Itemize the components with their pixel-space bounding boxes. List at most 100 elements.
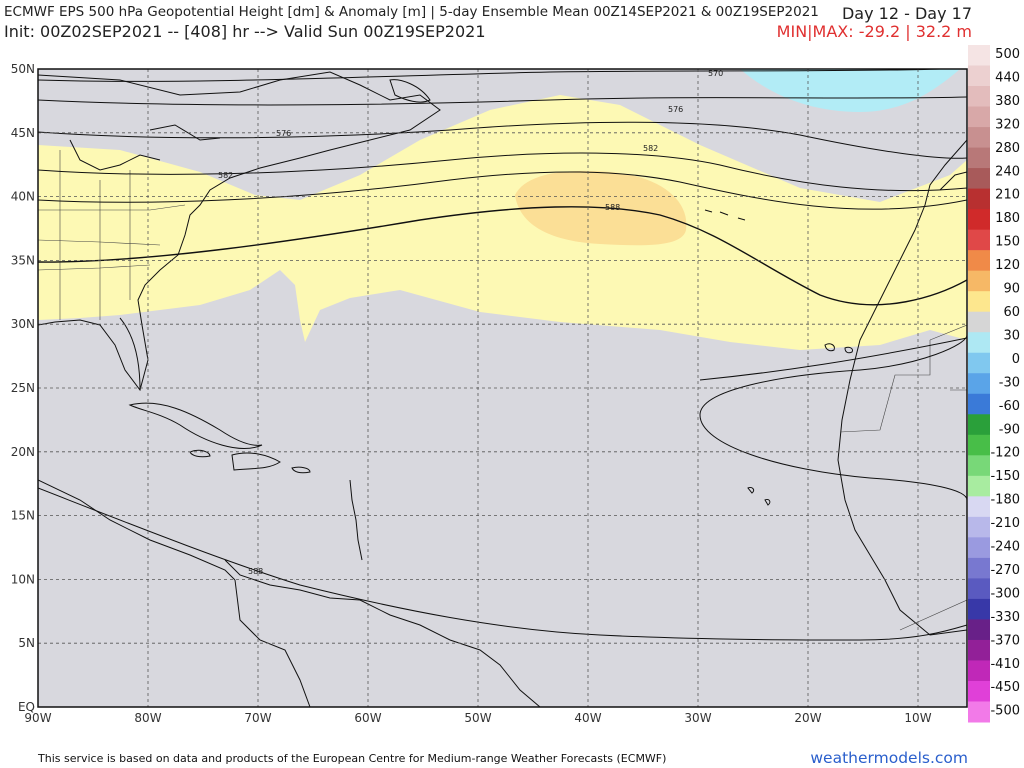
lon-label: 60W (354, 711, 381, 725)
colorbar-label: -410 (990, 657, 1020, 672)
colorbar: 500 440 380 320 280 240 210 180 150 120 90 60 30 0 -30… (968, 45, 1020, 723)
colorbar-label: -370 (990, 633, 1020, 648)
colorbar-swatch (968, 537, 990, 559)
colorbar-swatch (968, 291, 990, 313)
lat-label: 35N (11, 253, 35, 267)
contour-label: 588 (248, 567, 263, 576)
colorbar-label: 0 (1012, 352, 1020, 367)
colorbar-label: 90 (1003, 282, 1020, 297)
lon-label: 30W (684, 711, 711, 725)
colorbar-swatch (968, 188, 990, 210)
colorbar-swatch (968, 86, 990, 108)
colorbar-swatch (968, 332, 990, 354)
lon-label: 40W (574, 711, 601, 725)
lat-label: 5N (18, 636, 35, 650)
lon-label: 70W (244, 711, 271, 725)
colorbar-label: 320 (995, 117, 1020, 132)
contour-label: 576 (276, 129, 291, 138)
colorbar-swatch (968, 496, 990, 518)
colorbar-swatch (968, 578, 990, 600)
colorbar-swatch (968, 516, 990, 538)
colorbar-swatch (968, 270, 990, 292)
colorbar-label: 380 (995, 94, 1020, 109)
colorbar-swatch (968, 393, 990, 415)
lon-label: 10W (904, 711, 931, 725)
colorbar-label: 180 (995, 211, 1020, 226)
colorbar-label: -240 (990, 540, 1020, 555)
colorbar-label: 150 (995, 235, 1020, 250)
lat-label: 15N (11, 509, 35, 523)
colorbar-swatch (968, 619, 990, 641)
colorbar-label: -450 (990, 680, 1020, 695)
lat-label: 20N (11, 445, 35, 459)
brand-link[interactable]: weathermodels.com (810, 749, 968, 767)
colorbar-label: 500 (995, 47, 1020, 62)
colorbar-swatch (968, 598, 990, 620)
contour-label: 582 (643, 144, 658, 153)
lon-label: 90W (24, 711, 51, 725)
colorbar-swatch (968, 701, 990, 723)
lat-label: EQ (18, 700, 35, 714)
colorbar-swatch (968, 434, 990, 456)
colorbar-swatch (968, 45, 990, 67)
colorbar-swatch (968, 147, 990, 169)
colorbar-label: 210 (995, 188, 1020, 203)
contour-label: 588 (605, 203, 620, 212)
colorbar-label: 280 (995, 141, 1020, 156)
colorbar-swatch (968, 311, 990, 333)
lon-label: 20W (794, 711, 821, 725)
contour-label: 582 (218, 171, 233, 180)
colorbar-label: -90 (999, 422, 1020, 437)
colorbar-label: -500 (990, 704, 1020, 719)
lat-label: 25N (11, 381, 35, 395)
min-max-readout: MIN|MAX: -29.2 | 32.2 m (776, 22, 972, 41)
colorbar-label: 30 (1003, 328, 1020, 343)
grid-lines (38, 69, 967, 707)
colorbar-swatch (968, 414, 990, 436)
lat-label: 30N (11, 317, 35, 331)
colorbar-label: -210 (990, 516, 1020, 531)
colorbar-label: 60 (1003, 305, 1020, 320)
lat-label: 45N (11, 126, 35, 140)
contour-label: 570 (708, 69, 723, 78)
colorbar-label: -330 (990, 610, 1020, 625)
colorbar-swatch (968, 229, 990, 251)
colorbar-label: -300 (990, 586, 1020, 601)
colorbar-swatch (968, 250, 990, 272)
init-time: Init: 00Z02SEP2021 -- [408] hr --> Valid… (4, 22, 486, 41)
colorbar-label: -150 (990, 469, 1020, 484)
colorbar-swatch (968, 352, 990, 374)
day-range: Day 12 - Day 17 (841, 4, 972, 23)
colorbar-label: -180 (990, 493, 1020, 508)
colorbar-label: 240 (995, 164, 1020, 179)
lat-label: 50N (11, 62, 35, 76)
height-contours (38, 69, 967, 641)
contour-label: 576 (668, 105, 683, 114)
colorbar-swatch (968, 557, 990, 579)
anomaly-negative-region (740, 69, 960, 112)
anomaly-positive-region (38, 95, 967, 350)
colorbar-swatch (968, 680, 990, 702)
colorbar-swatch (968, 660, 990, 682)
colorbar-label: 120 (995, 258, 1020, 273)
lat-label: 40N (11, 190, 35, 204)
map-title: ECMWF EPS 500 hPa Geopotential Height [d… (4, 4, 819, 20)
lon-label: 80W (134, 711, 161, 725)
lon-label: 50W (464, 711, 491, 725)
ecmwf-credit: This service is based on data and produc… (38, 752, 667, 765)
colorbar-label: -60 (999, 399, 1020, 414)
coastlines (38, 71, 967, 707)
colorbar-label: -270 (990, 563, 1020, 578)
colorbar-swatch (968, 209, 990, 231)
colorbar-label: -30 (999, 375, 1020, 390)
colorbar-swatch (968, 106, 990, 128)
colorbar-swatch (968, 65, 990, 87)
colorbar-swatch (968, 475, 990, 497)
map-frame (37, 68, 968, 708)
colorbar-swatch (968, 639, 990, 661)
colorbar-swatch (968, 127, 990, 149)
colorbar-swatch (968, 455, 990, 477)
colorbar-label: 440 (995, 70, 1020, 85)
colorbar-swatch (968, 168, 990, 190)
